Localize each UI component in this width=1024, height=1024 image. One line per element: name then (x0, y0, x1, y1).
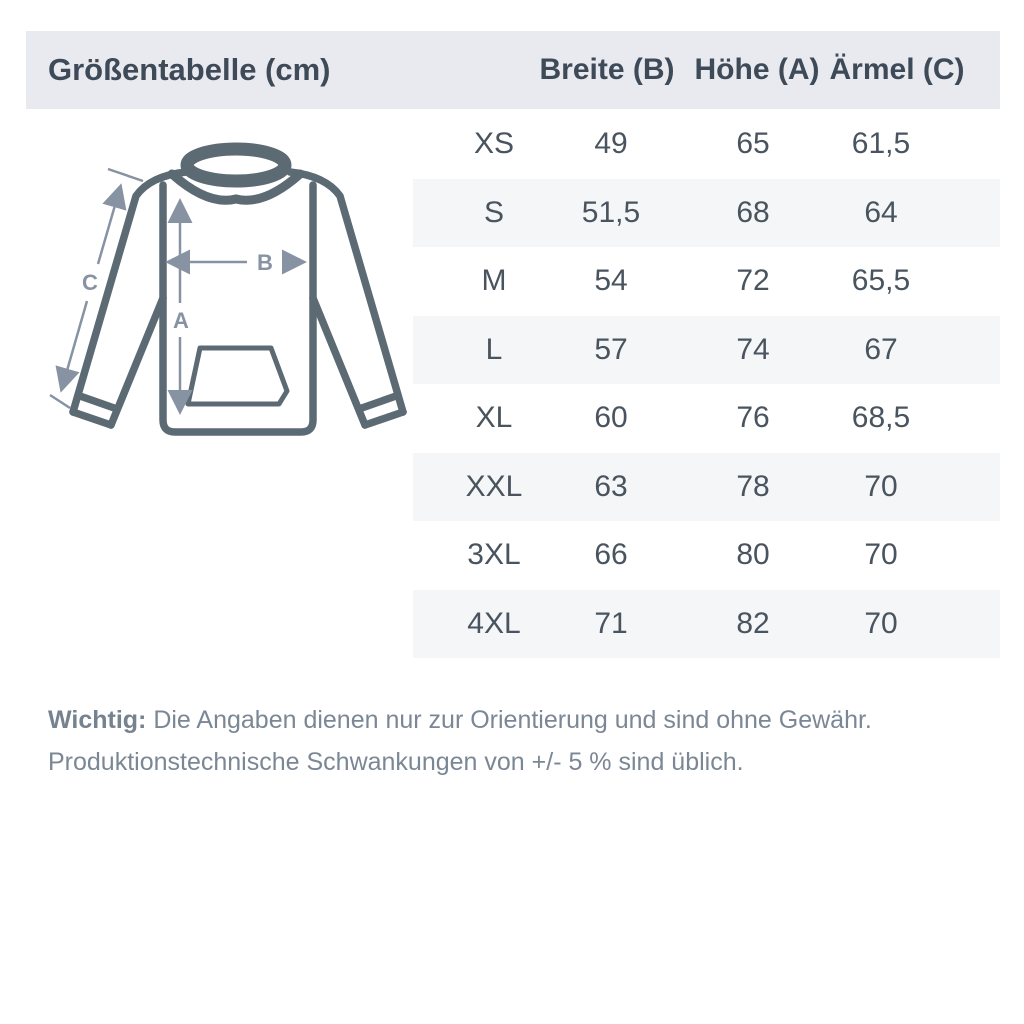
table-row: 4XL 71 82 70 (413, 589, 1000, 658)
disclaimer-label: Wichtig: (48, 706, 147, 734)
breite-value: 71 (594, 606, 628, 640)
breite-value: 63 (594, 469, 628, 503)
table-row: XS 49 65 61,5 (413, 110, 1000, 179)
hoehe-value: 72 (736, 264, 770, 297)
hoodie-outline-icon (69, 142, 407, 436)
hoehe-value: 65 (736, 127, 770, 160)
aermel-value: 65,5 (851, 264, 911, 297)
measurement-labels: A B C (82, 250, 273, 333)
breite-value: 66 (594, 538, 628, 571)
aermel-value: 61,5 (851, 127, 911, 160)
table-row: XXL 63 78 70 (413, 452, 1000, 521)
hoehe-value: 74 (736, 332, 770, 366)
size-label: 4XL (467, 606, 521, 640)
aermel-value: 70 (864, 469, 898, 503)
breite-value: 51,5 (581, 195, 641, 229)
label-b: B (257, 250, 273, 275)
column-header-hoehe: Höhe (A) (694, 53, 820, 86)
table-row: M 54 72 65,5 (413, 247, 1000, 316)
breite-value: 60 (594, 401, 628, 434)
size-chart-header: Größentabelle (cm) Breite (B) Höhe (A) Ä… (26, 31, 1000, 109)
label-a: A (173, 308, 189, 333)
aermel-value: 67 (864, 332, 898, 366)
table-row: XL 60 76 68,5 (413, 384, 1000, 453)
hoehe-value: 76 (736, 401, 770, 434)
table-row: 3XL 66 80 70 (413, 521, 1000, 590)
breite-value: 49 (594, 127, 628, 160)
breite-value: 57 (594, 332, 628, 366)
breite-value: 54 (594, 264, 628, 297)
hoehe-value: 78 (736, 469, 770, 503)
aermel-value: 68,5 (851, 401, 911, 434)
page-title: Größentabelle (cm) (48, 52, 331, 87)
hoehe-value: 68 (736, 195, 770, 229)
disclaimer-note: Wichtig: Die Angaben dienen nur zur Orie… (48, 699, 968, 783)
column-header-breite: Breite (B) (539, 53, 675, 86)
column-header-aermel: Ärmel (C) (829, 53, 965, 86)
size-label: 3XL (467, 538, 521, 571)
disclaimer-line1: Die Angaben dienen nur zur Orientierung … (146, 706, 872, 734)
size-label: XL (475, 401, 513, 434)
aermel-value: 64 (864, 195, 898, 229)
size-label: XS (473, 127, 515, 160)
size-label: L (485, 332, 503, 366)
aermel-value: 70 (864, 606, 898, 640)
size-table: XS 49 65 61,5 S 51,5 68 64 M 54 72 65,5 … (413, 110, 1000, 658)
size-label: S (483, 195, 505, 229)
disclaimer-line2: Produktionstechnische Schwankungen von +… (48, 748, 744, 776)
table-row: L 57 74 67 (413, 315, 1000, 384)
hoehe-value: 80 (736, 538, 770, 571)
table-row: S 51,5 68 64 (413, 178, 1000, 247)
hoodie-diagram: A B C (49, 142, 407, 436)
hoehe-value: 82 (736, 606, 770, 640)
label-c: C (82, 270, 98, 295)
size-label: M (481, 264, 507, 297)
measurement-arrow-c (49, 167, 144, 410)
aermel-value: 70 (864, 538, 898, 571)
size-label: XXL (465, 469, 523, 503)
